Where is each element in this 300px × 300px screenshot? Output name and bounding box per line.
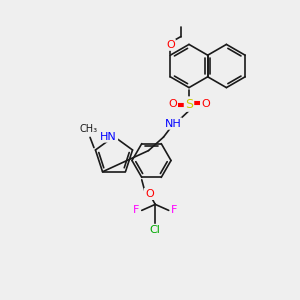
Text: O: O: [166, 40, 175, 50]
Text: S: S: [185, 98, 193, 111]
Text: NH: NH: [165, 118, 182, 129]
Text: O: O: [201, 99, 210, 109]
Text: F: F: [133, 206, 140, 215]
Text: CH₃: CH₃: [80, 124, 98, 134]
Text: HN: HN: [100, 131, 117, 142]
Text: F: F: [171, 206, 177, 215]
Text: O: O: [145, 189, 154, 199]
Text: O: O: [168, 99, 177, 109]
Text: Cl: Cl: [150, 225, 161, 235]
